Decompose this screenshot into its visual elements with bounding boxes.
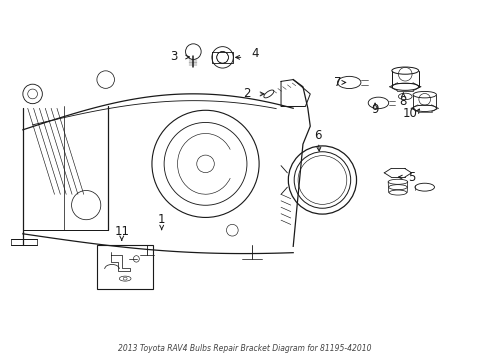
Text: 2: 2	[243, 87, 250, 100]
Text: 1: 1	[158, 213, 165, 226]
Text: 3: 3	[170, 50, 177, 63]
Text: 6: 6	[313, 129, 321, 142]
Text: 10: 10	[402, 107, 417, 120]
Text: 4: 4	[251, 47, 259, 60]
Text: 5: 5	[407, 171, 414, 184]
Text: 11: 11	[114, 225, 129, 238]
Bar	[97, 244, 153, 289]
Text: 9: 9	[370, 103, 378, 116]
Text: 8: 8	[399, 95, 406, 108]
Text: 7: 7	[334, 76, 341, 89]
Text: 2013 Toyota RAV4 Bulbs Repair Bracket Diagram for 81195-42010: 2013 Toyota RAV4 Bulbs Repair Bracket Di…	[118, 344, 370, 353]
